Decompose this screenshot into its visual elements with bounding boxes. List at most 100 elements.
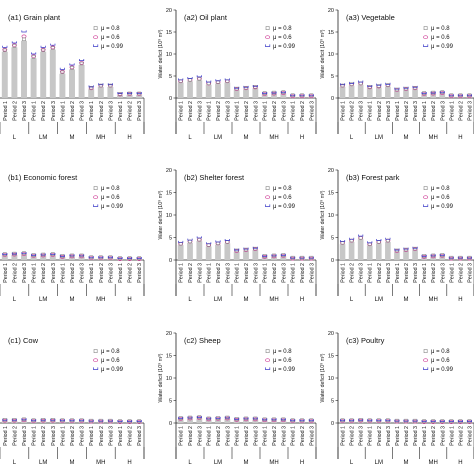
bar [215, 244, 221, 260]
point-mu099 [421, 254, 427, 257]
y-tick-label: 20 [328, 331, 334, 337]
bar [348, 242, 355, 260]
point-mu08 [413, 418, 417, 423]
point-mu099 [178, 78, 184, 81]
legend-label: μ = 0.99 [101, 44, 124, 50]
point-mu099 [59, 419, 65, 422]
legend-label: μ = 0.6 [273, 35, 292, 41]
point-mu08 [272, 90, 276, 95]
point-mu099 [40, 418, 46, 421]
point-mu099 [466, 256, 473, 259]
point-mu06 [11, 252, 17, 257]
point-mu099 [21, 30, 27, 33]
bar [11, 47, 18, 98]
point-mu08 [41, 417, 46, 422]
x-tick-label: Period 2 [99, 101, 105, 121]
point-mu099 [224, 239, 230, 241]
bar [30, 421, 37, 423]
x-tick-label: Period 3 [108, 101, 114, 121]
point-mu08 [281, 253, 286, 257]
point-mu099 [215, 416, 221, 419]
legend-label: μ = 0.6 [431, 35, 450, 41]
point-mu06 [271, 91, 277, 96]
point-mu06 [358, 418, 364, 423]
point-mu099 [403, 419, 409, 422]
x-tick-label: Period 3 [108, 263, 114, 283]
point-mu06 [394, 88, 400, 92]
bar [107, 258, 114, 260]
point-mu099 [69, 419, 75, 422]
point-mu099 [224, 78, 230, 81]
bar [348, 421, 355, 423]
point-mu08 [22, 251, 26, 255]
point-mu08 [31, 253, 36, 257]
point-mu099 [448, 256, 454, 259]
x-tick-label: Period 2 [377, 263, 383, 283]
point-mu06 [31, 419, 37, 424]
point-mu06 [262, 418, 268, 423]
point-mu06 [107, 419, 113, 424]
x-tick-label: Period 1 [60, 263, 66, 283]
legend-label: μ = 0.8 [431, 26, 450, 32]
point-mu099 [196, 416, 202, 418]
point-mu099 [448, 420, 454, 422]
y-tick-label: 10 [328, 213, 334, 219]
point-mu099 [2, 253, 8, 255]
point-mu099 [412, 85, 418, 88]
panel-title: (c1) Cow [8, 336, 39, 345]
x-tick-label: Period 2 [404, 426, 410, 446]
x-tick-label: Period 3 [253, 263, 259, 283]
legend-circle-marker [93, 195, 99, 200]
point-mu08 [340, 418, 345, 422]
bar [299, 96, 305, 98]
y-axis-label: Water deficit (10⁹ m³) [320, 29, 326, 78]
legend-square-marker [423, 349, 428, 354]
point-mu099 [187, 238, 193, 241]
point-mu06 [457, 94, 463, 99]
point-mu08 [272, 253, 276, 258]
x-tick-label: Period 2 [99, 426, 105, 446]
x-tick-label: Period 1 [32, 426, 38, 446]
panel-title: (c3) Poultry [346, 336, 385, 345]
point-mu099 [234, 417, 240, 420]
point-mu099 [178, 240, 184, 243]
legend-label: μ = 0.6 [101, 358, 120, 364]
bar [224, 243, 231, 260]
point-mu08 [404, 418, 408, 423]
y-tick-label: 0 [331, 96, 334, 102]
bar [107, 87, 114, 98]
x-tick-label: Period 3 [359, 263, 365, 283]
legend-label: μ = 0.99 [273, 204, 296, 210]
point-mu06 [196, 416, 202, 420]
bar [59, 421, 66, 423]
legend-label: μ = 0.8 [273, 186, 292, 192]
bar [412, 89, 418, 98]
x-tick-label: Period 3 [197, 263, 203, 283]
x-tick-label: Period 3 [197, 101, 203, 121]
point-mu099 [430, 420, 436, 422]
legend-circle-marker [265, 358, 271, 363]
legend-square-marker [423, 26, 428, 31]
point-mu08 [98, 418, 103, 423]
x-tick-label: Period 1 [118, 263, 124, 283]
x-tick-label: Period 2 [99, 263, 105, 283]
point-mu08 [281, 90, 286, 94]
bar [439, 256, 446, 260]
group-label: H [458, 135, 462, 141]
point-mu099 [234, 248, 240, 251]
bar [348, 85, 355, 98]
bar [366, 88, 373, 98]
bar [289, 421, 296, 423]
x-tick-label: Period 1 [422, 426, 428, 446]
point-mu06 [2, 47, 8, 52]
legend-bar-marker [265, 204, 271, 207]
bar [339, 244, 346, 260]
legend-label: μ = 0.6 [273, 358, 292, 364]
point-mu08 [458, 93, 463, 97]
bar [448, 96, 455, 98]
point-mu06 [367, 419, 373, 424]
point-mu06 [107, 256, 113, 261]
bar [196, 418, 203, 423]
x-tick-label: Period 1 [449, 263, 455, 283]
